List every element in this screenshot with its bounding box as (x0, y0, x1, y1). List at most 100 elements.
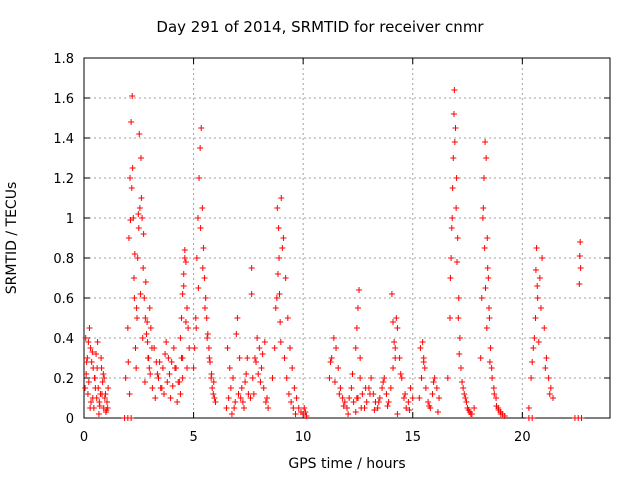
data-point (449, 215, 456, 221)
data-point (454, 259, 461, 265)
data-point (359, 391, 366, 397)
data-point (405, 399, 412, 405)
data-point (383, 391, 390, 397)
data-point (170, 345, 177, 351)
data-point (402, 391, 409, 397)
data-point (542, 365, 549, 371)
data-point (429, 391, 436, 397)
data-point (143, 331, 150, 337)
data-point (543, 355, 550, 361)
data-point (210, 379, 217, 385)
data-point (486, 315, 493, 321)
data-point (209, 385, 216, 391)
data-point (182, 319, 189, 325)
data-point (122, 375, 129, 381)
data-point (341, 399, 348, 405)
data-point (453, 205, 460, 211)
data-point (406, 407, 413, 413)
data-point (491, 391, 498, 397)
data-point (99, 379, 106, 385)
data-point (82, 385, 89, 391)
data-point (392, 345, 399, 351)
data-point (144, 355, 151, 361)
data-point (92, 385, 99, 391)
data-point (274, 205, 281, 211)
data-point (149, 385, 156, 391)
data-point (453, 175, 460, 181)
data-point (85, 339, 92, 345)
data-point (91, 375, 98, 381)
data-point (380, 379, 387, 385)
data-point (374, 405, 381, 411)
data-point (391, 339, 398, 345)
data-point (345, 411, 352, 417)
data-point (210, 391, 217, 397)
data-point (358, 405, 365, 411)
data-point (276, 255, 283, 261)
data-point (436, 395, 443, 401)
data-point (191, 345, 198, 351)
data-point (193, 255, 200, 261)
y-tick-label: 0 (66, 412, 74, 427)
data-point (482, 139, 489, 145)
data-point (169, 383, 176, 389)
data-point (103, 407, 110, 413)
data-point (576, 281, 583, 287)
data-point (279, 245, 286, 251)
data-point (94, 339, 101, 345)
data-point (257, 379, 264, 385)
data-point (137, 291, 144, 297)
data-point (144, 339, 151, 345)
data-point (388, 291, 395, 297)
data-point (184, 305, 191, 311)
data-point (105, 385, 112, 391)
data-point (340, 403, 347, 409)
data-point (495, 407, 502, 413)
data-point (534, 283, 541, 289)
data-point (420, 359, 427, 365)
data-point (146, 305, 153, 311)
data-point (530, 345, 537, 351)
y-tick-label: 1.2 (53, 172, 74, 187)
data-point (392, 355, 399, 361)
data-point (231, 405, 238, 411)
data-point (418, 375, 425, 381)
data-point (465, 407, 472, 413)
data-point (455, 295, 462, 301)
data-point (409, 395, 416, 401)
data-point (426, 403, 433, 409)
data-point (151, 345, 158, 351)
data-point (452, 125, 459, 131)
data-point (277, 339, 284, 345)
data-point (242, 379, 249, 385)
data-point (287, 345, 294, 351)
data-point (95, 411, 102, 417)
data-point (86, 325, 93, 331)
data-point (248, 265, 255, 271)
data-point (337, 385, 344, 391)
x-tick-label: 20 (514, 430, 531, 445)
data-point (467, 411, 474, 417)
data-point (227, 385, 234, 391)
data-point (179, 375, 186, 381)
data-point (425, 399, 432, 405)
data-point (459, 379, 466, 385)
data-point (541, 325, 548, 331)
data-point (181, 247, 188, 253)
data-point (140, 265, 147, 271)
data-point (578, 415, 585, 421)
data-point (451, 87, 458, 93)
data-point (155, 375, 162, 381)
data-point (353, 395, 360, 401)
data-point (147, 325, 154, 331)
data-point (84, 391, 91, 397)
y-tick-label: 0.4 (53, 332, 74, 347)
data-point (232, 399, 239, 405)
data-point (390, 365, 397, 371)
data-point (133, 305, 140, 311)
data-point (137, 155, 144, 161)
y-tick-label: 0.8 (53, 252, 74, 267)
data-point (449, 185, 456, 191)
data-point (546, 391, 553, 397)
data-point (100, 371, 107, 377)
